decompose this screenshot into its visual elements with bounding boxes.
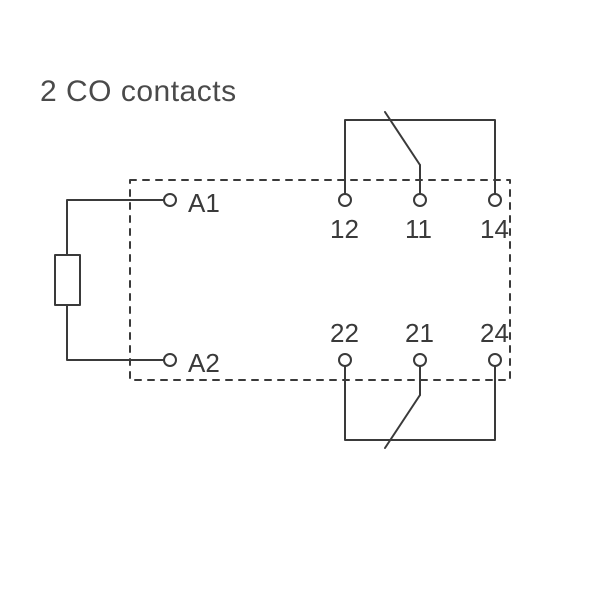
diagram-title: 2 CO contacts: [40, 75, 237, 109]
terminal-label-21: 21: [405, 318, 434, 349]
terminal-label-11: 11: [405, 214, 432, 245]
terminal-label-A1: A1: [188, 188, 220, 219]
terminal-label-14: 14: [480, 214, 509, 245]
terminal-label-24: 24: [480, 318, 509, 349]
terminal-label-22: 22: [330, 318, 359, 349]
terminal-label-12: 12: [330, 214, 359, 245]
terminal-label-A2: A2: [188, 348, 220, 379]
